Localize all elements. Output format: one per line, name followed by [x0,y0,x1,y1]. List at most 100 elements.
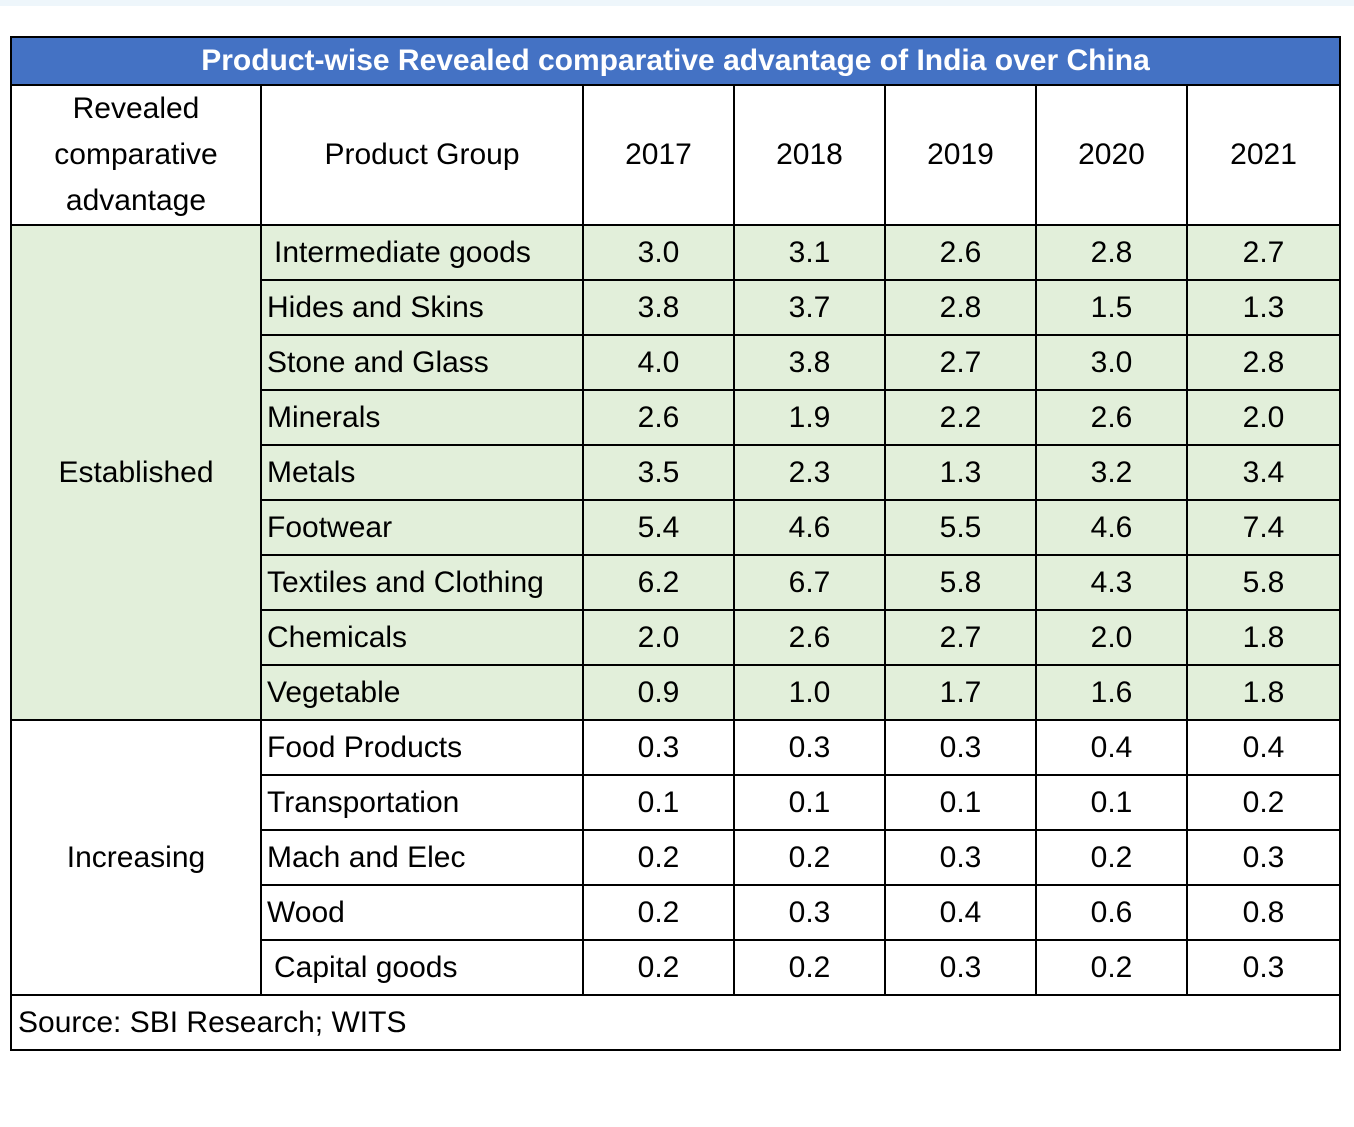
rca-value-cell: 2.7 [884,609,1037,666]
rca-value-cell: 0.9 [582,664,735,721]
top-strip [0,0,1354,6]
table-row: Capital goods 0.2 0.2 0.3 0.2 0.3 [11,939,1342,996]
table-row: Mach and Elec 0.2 0.2 0.3 0.2 0.3 [11,829,1342,886]
rca-value-cell: 2.0 [582,609,735,666]
rca-value-cell: 1.0 [733,664,886,721]
group-label: Increasing [10,719,262,996]
rca-value-cell: 0.8 [1185,884,1342,941]
rca-value-cell: 1.3 [1185,279,1342,336]
rca-value-cell: 1.8 [1185,664,1342,721]
header-year: 2021 [1185,84,1342,226]
table-row: Wood 0.2 0.3 0.4 0.6 0.8 [11,884,1342,941]
rca-value-cell: 0.3 [733,884,886,941]
rca-value-cell: 3.2 [1035,444,1188,501]
table-row: Chemicals 2.0 2.6 2.7 2.0 1.8 [11,609,1342,666]
rca-value-cell: 0.3 [733,719,886,776]
table-row: Established Intermediate goods 3.0 3.1 2.6 2.… [10,224,1342,721]
rca-value-cell: 0.1 [884,774,1037,831]
table-row: Increasing Food Products 0.3 0.3 0.3 0.4 0.4 [10,719,1342,996]
rca-value-cell: 4.3 [1035,554,1188,611]
rca-value-cell: 5.4 [582,499,735,556]
rca-value-cell: 7.4 [1185,499,1342,556]
rca-value-cell: 3.7 [733,279,886,336]
rca-value-cell: 0.6 [1035,884,1188,941]
rca-value-cell: 1.5 [1035,279,1188,336]
header-rca: Revealed comparative advantage [10,84,262,226]
rca-value-cell: 2.8 [1035,224,1188,281]
table-row: Metals 3.5 2.3 1.3 3.2 3.4 [11,444,1342,501]
rca-value-cell: 2.0 [1035,609,1188,666]
header-product-group: Product Group [260,84,584,226]
product-group-cell: Hides and Skins [260,279,584,336]
rca-value-cell: 2.6 [733,609,886,666]
rca-value-cell: 3.5 [582,444,735,501]
source-row: Source: SBI Research; WITS [9,994,1342,1051]
source-note: Source: SBI Research; WITS [9,994,1342,1051]
header-year: 2018 [733,84,886,226]
product-group-cell: Textiles and Clothing [260,554,584,611]
table-title: Product-wise Revealed comparative advant… [9,36,1342,86]
rca-value-cell: 2.8 [1185,334,1342,391]
group-label: Established [10,224,262,721]
rca-value-cell: 0.3 [884,719,1037,776]
header-year: 2020 [1035,84,1188,226]
rca-value-cell: 1.8 [1185,609,1342,666]
product-group-cell: Minerals [260,389,584,446]
product-group-cell: Stone and Glass [260,334,584,391]
rca-value-cell: 0.1 [733,774,886,831]
table-row: Textiles and Clothing 6.2 6.7 5.8 4.3 5.8 [11,554,1342,611]
product-group-cell: Transportation [260,774,584,831]
rca-value-cell: 0.3 [884,939,1037,996]
rca-value-cell: 2.8 [884,279,1037,336]
rca-value-cell: 1.9 [733,389,886,446]
table-row: Minerals 2.6 1.9 2.2 2.6 2.0 [11,389,1342,446]
rca-value-cell: 0.3 [582,719,735,776]
header-year: 2017 [582,84,735,226]
rca-value-cell: 0.2 [1035,829,1188,886]
product-group-cell: Metals [260,444,584,501]
rca-value-cell: 2.7 [1185,224,1342,281]
table-row: Hides and Skins 3.8 3.7 2.8 1.5 1.3 [11,279,1342,336]
product-group-cell: Chemicals [260,609,584,666]
rca-value-cell: 3.4 [1185,444,1342,501]
table-row: Footwear 5.4 4.6 5.5 4.6 7.4 [11,499,1342,556]
rca-value-cell: 4.6 [733,499,886,556]
product-group-cell: Mach and Elec [260,829,584,886]
rca-value-cell: 0.4 [1185,719,1342,776]
table-body: Established Intermediate goods 3.0 3.1 2.6 2.… [9,224,1342,1051]
table-row: Vegetable 0.9 1.0 1.7 1.6 1.8 [11,664,1342,721]
table-row: Transportation 0.1 0.1 0.1 0.1 0.2 [11,774,1342,831]
rca-value-cell: 1.3 [884,444,1037,501]
product-group-cell: Intermediate goods [260,224,584,281]
rca-value-cell: 3.0 [582,224,735,281]
rca-value-cell: 0.2 [733,829,886,886]
rca-value-cell: 4.6 [1035,499,1188,556]
rca-value-cell: 0.1 [1035,774,1188,831]
rca-value-cell: 3.1 [733,224,886,281]
rca-value-cell: 0.3 [884,829,1037,886]
product-group-cell: Footwear [260,499,584,556]
rca-value-cell: 0.1 [582,774,735,831]
rca-value-cell: 0.3 [1185,829,1342,886]
rca-value-cell: 2.6 [884,224,1037,281]
rca-value-cell: 2.6 [582,389,735,446]
rca-value-cell: 3.0 [1035,334,1188,391]
rca-value-cell: 0.4 [884,884,1037,941]
rca-table: Product-wise Revealed comparative advant… [9,36,1342,1051]
title-row: Product-wise Revealed comparative advant… [9,36,1342,86]
rca-value-cell: 1.6 [1035,664,1188,721]
rca-value-cell: 0.2 [1185,774,1342,831]
rca-value-cell: 0.2 [582,829,735,886]
rca-value-cell: 2.6 [1035,389,1188,446]
rca-value-cell: 4.0 [582,334,735,391]
rca-value-cell: 2.3 [733,444,886,501]
rca-value-cell: 0.2 [582,884,735,941]
header-year: 2019 [884,84,1037,226]
product-group-cell: Vegetable [260,664,584,721]
rca-value-cell: 2.2 [884,389,1037,446]
rca-value-cell: 0.2 [733,939,886,996]
rca-value-cell: 2.0 [1185,389,1342,446]
rca-value-cell: 0.3 [1185,939,1342,996]
product-group-cell: Food Products [260,719,584,776]
rca-value-cell: 3.8 [733,334,886,391]
